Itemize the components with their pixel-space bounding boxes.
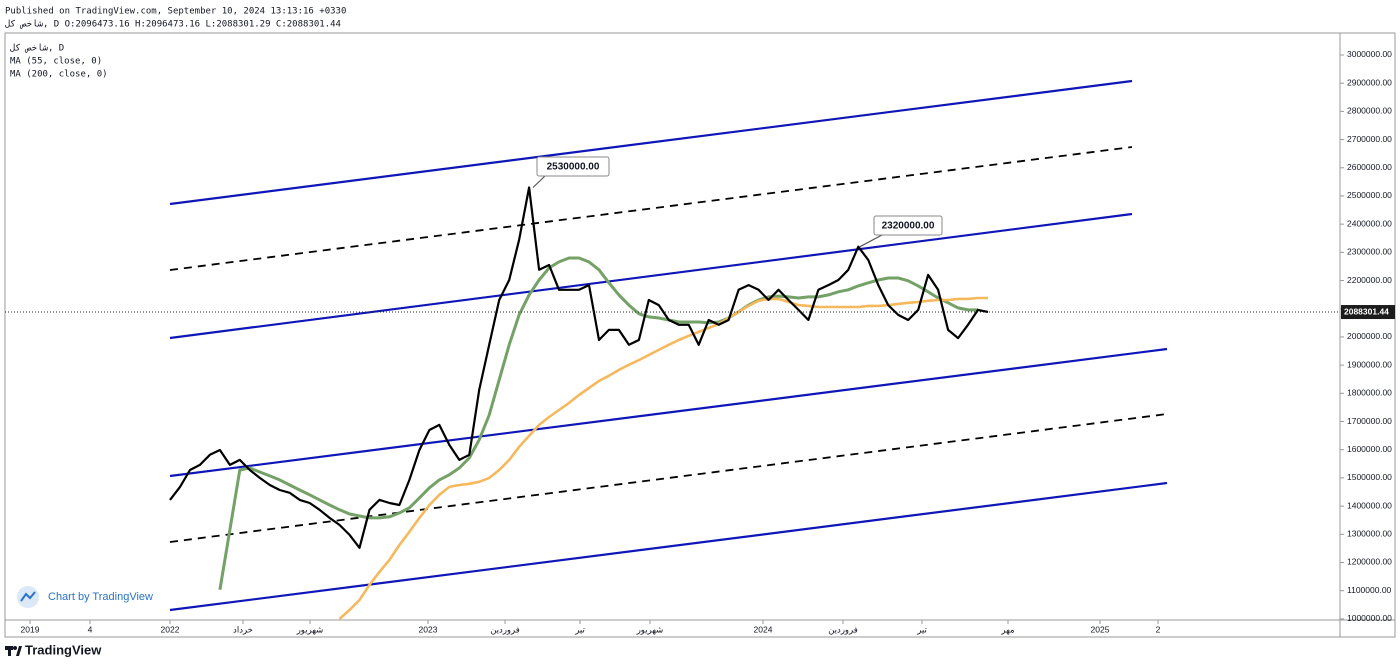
annotation-pointer xyxy=(859,234,883,248)
legend-entry: MA (200, close, 0) xyxy=(10,70,108,80)
y-tick-label: 1700000.00 xyxy=(1347,416,1392,426)
x-tick-label: 2019 xyxy=(21,624,40,634)
x-tick-label: فروردین xyxy=(828,624,858,635)
x-tick-label: 2025 xyxy=(1091,624,1110,634)
x-tick-label: فروردین xyxy=(490,624,520,635)
footer-brand: TradingView xyxy=(25,642,102,657)
channel-midline xyxy=(169,413,1168,543)
y-tick-label: 1600000.00 xyxy=(1347,444,1392,454)
x-tick-label: 2024 xyxy=(754,624,773,634)
watermark: Chart by TradingView xyxy=(17,586,153,608)
legend-entry: شاخص کل, D xyxy=(10,44,64,54)
logo-part xyxy=(13,646,17,650)
y-tick-label: 3000000.00 xyxy=(1347,49,1392,59)
annotation-label: 2530000.00 xyxy=(547,162,600,173)
y-tick-label: 2200000.00 xyxy=(1347,275,1392,285)
y-tick-label: 2300000.00 xyxy=(1347,247,1392,257)
last-price-label: 2088301.44 xyxy=(1344,306,1389,316)
y-tick-label: 1200000.00 xyxy=(1347,557,1392,567)
channel-line xyxy=(169,212,1133,340)
published-line: Published on TradingView.com, September … xyxy=(5,7,346,17)
symbol-line: شاخص کل, D O:2096473.16 H:2096473.16 L:2… xyxy=(5,20,341,30)
x-tick-label: 4 xyxy=(88,624,93,634)
channel-line xyxy=(169,79,1133,206)
x-tick-label: شهریور xyxy=(636,624,664,635)
x-tick-label: تیر xyxy=(574,624,585,635)
y-tick-label: 2400000.00 xyxy=(1347,218,1392,228)
y-tick-label: 2000000.00 xyxy=(1347,331,1392,341)
y-tick-label: 2800000.00 xyxy=(1347,106,1392,116)
chart-frame xyxy=(4,32,1396,638)
footer-logo: TradingView xyxy=(5,642,102,657)
annotation-box xyxy=(873,215,943,236)
y-tick-label: 1000000.00 xyxy=(1347,613,1392,623)
legend-entry: MA (55, close, 0) xyxy=(10,57,102,67)
ma-line xyxy=(338,296,988,620)
y-tick-label: 1800000.00 xyxy=(1347,388,1392,398)
y-tick-label: 2900000.00 xyxy=(1347,77,1392,87)
y-tick-label: 2500000.00 xyxy=(1347,190,1392,200)
annotation-box xyxy=(536,156,610,177)
channel-line xyxy=(169,347,1168,478)
y-tick-label: 1100000.00 xyxy=(1347,585,1392,595)
x-tick-label: 2023 xyxy=(419,624,438,634)
watermark-icon xyxy=(20,591,36,602)
y-tick-label: 1400000.00 xyxy=(1347,500,1392,510)
watermark-text: Chart by TradingView xyxy=(48,591,153,603)
price-line xyxy=(169,186,989,549)
annotation-pointer xyxy=(532,175,546,188)
last-price-box xyxy=(1341,305,1395,320)
y-tick-label: 2700000.00 xyxy=(1347,134,1392,144)
annotation-label: 2320000.00 xyxy=(882,221,935,232)
x-tick-label: 2 xyxy=(1156,624,1161,634)
channel-line xyxy=(169,481,1168,612)
y-tick-label: 1500000.00 xyxy=(1347,472,1392,482)
logo-part xyxy=(8,646,11,656)
x-tick-label: خرداد xyxy=(233,624,253,635)
x-tick-label: مهر xyxy=(1000,624,1015,635)
y-tick-label: 2600000.00 xyxy=(1347,162,1392,172)
x-tick-label: 2022 xyxy=(161,624,180,634)
channel-midline xyxy=(169,146,1133,271)
plot xyxy=(169,186,989,620)
drawings xyxy=(169,79,1168,612)
y-tick-label: 1900000.00 xyxy=(1347,359,1392,369)
x-tick-label: تیر xyxy=(916,624,927,635)
x-tick-label: شهریور xyxy=(296,624,324,635)
ma-line xyxy=(218,256,978,591)
y-tick-label: 1300000.00 xyxy=(1347,529,1392,539)
logo-part xyxy=(16,646,22,656)
